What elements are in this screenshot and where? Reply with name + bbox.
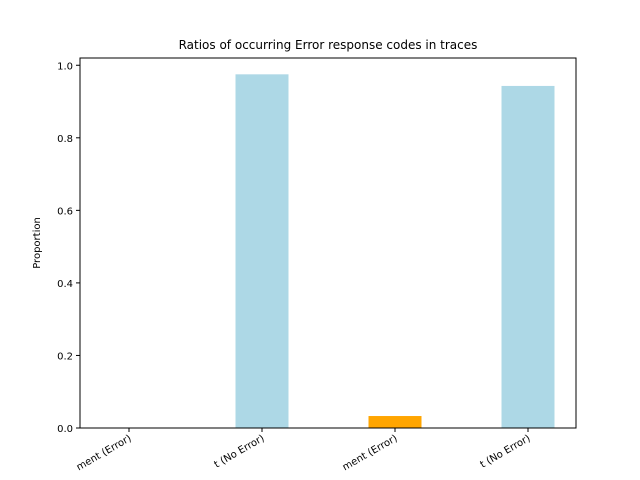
y-tick-label-1: 0.2 (57, 351, 73, 362)
y-tick-label-0: 0.0 (57, 424, 73, 435)
bar-1 (235, 74, 289, 428)
bars-group (235, 74, 555, 429)
x-tick-label-2: ment (Error) (341, 433, 400, 473)
x-tick-label-3: t (No Error) (478, 433, 532, 471)
y-tick-label-3: 0.6 (57, 206, 73, 217)
plot-area-frame (79, 57, 577, 429)
bar-2 (368, 416, 422, 428)
bar-3 (501, 85, 555, 429)
y-tick-label-5: 1.0 (57, 61, 73, 72)
y-axis-ticks: 0.0 0.2 0.4 0.6 0.8 1.0 (57, 61, 80, 435)
y-tick-label-2: 0.4 (57, 279, 73, 290)
chart-title: Ratios of occurring Error response codes… (179, 38, 478, 52)
x-axis-ticks: ment (Error) t (No Error) ment (Error) t (N… (75, 428, 533, 473)
y-tick-label-4: 0.8 (57, 134, 73, 145)
x-tick-label-0: ment (Error) (75, 433, 134, 473)
x-tick-label-1: t (No Error) (212, 433, 266, 471)
y-axis-label: Proportion (32, 217, 43, 269)
